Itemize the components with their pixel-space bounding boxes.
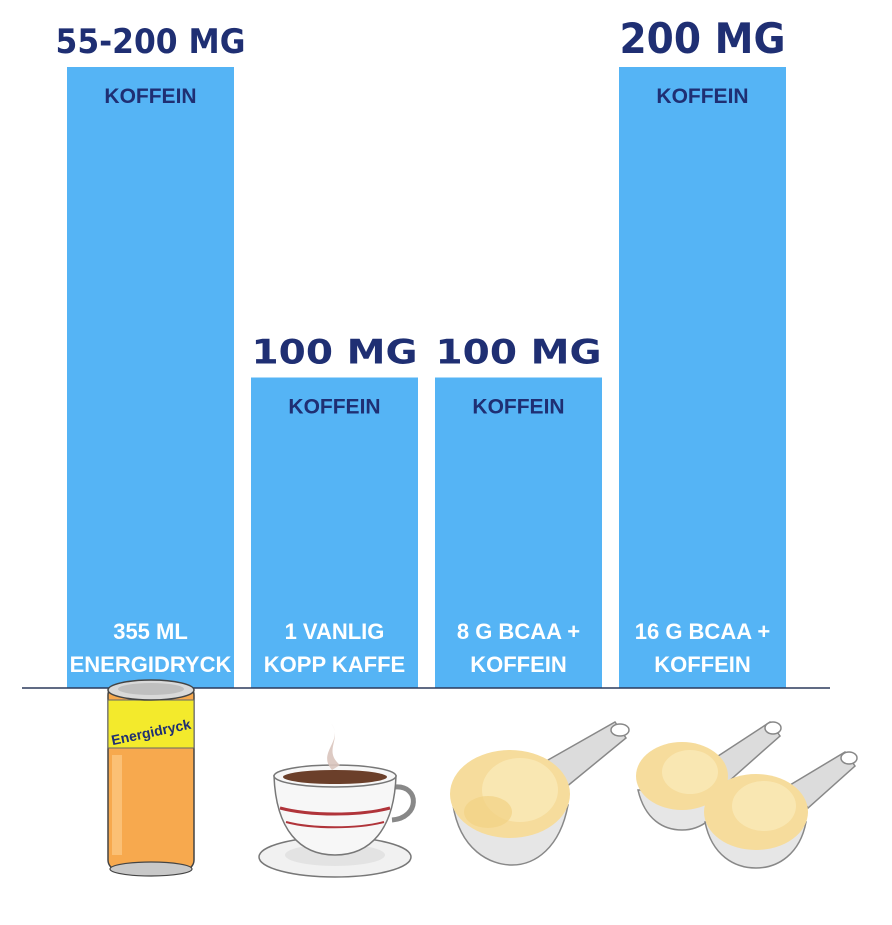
value-label-2: 100 MG (252, 333, 418, 373)
energy-drink-can-icon: Energidryck (107, 679, 195, 877)
coffee-cup-icon (258, 722, 416, 878)
inner-label-3: KOFFEIN (472, 396, 564, 419)
bar-3 (435, 377, 602, 688)
bar-4 (619, 67, 786, 688)
category-label-1-line-2: ENERGIDRYCK (70, 652, 232, 677)
inner-label-4: KOFFEIN (656, 85, 748, 108)
category-label-4-line-2: KOFFEIN (654, 652, 751, 677)
powder-scoop-icon (450, 721, 630, 866)
category-label-4-line-1: 16 G BCAA + (635, 619, 771, 644)
inner-label-2: KOFFEIN (288, 396, 380, 419)
bar-2 (251, 377, 418, 688)
value-label-3: 100 MG (436, 333, 602, 373)
inner-label-1: KOFFEIN (104, 85, 196, 108)
two-powder-scoops-icon (636, 720, 858, 869)
category-label-3-line-2: KOFFEIN (470, 652, 567, 677)
category-label-1-line-1: 355 ML (113, 619, 188, 644)
value-label-1: 55-200 MG (56, 22, 246, 62)
value-label-4: 200 MG (620, 14, 786, 63)
category-label-2-line-2: KOPP KAFFE (264, 652, 405, 677)
bars-group: 55-200 MG KOFFEIN 355 ML ENERGIDRYCK 100 MG K… (56, 14, 786, 688)
bar-1 (67, 67, 234, 688)
category-label-2-line-1: 1 VANLIG (285, 619, 385, 644)
category-label-3-line-1: 8 G BCAA + (457, 619, 580, 644)
